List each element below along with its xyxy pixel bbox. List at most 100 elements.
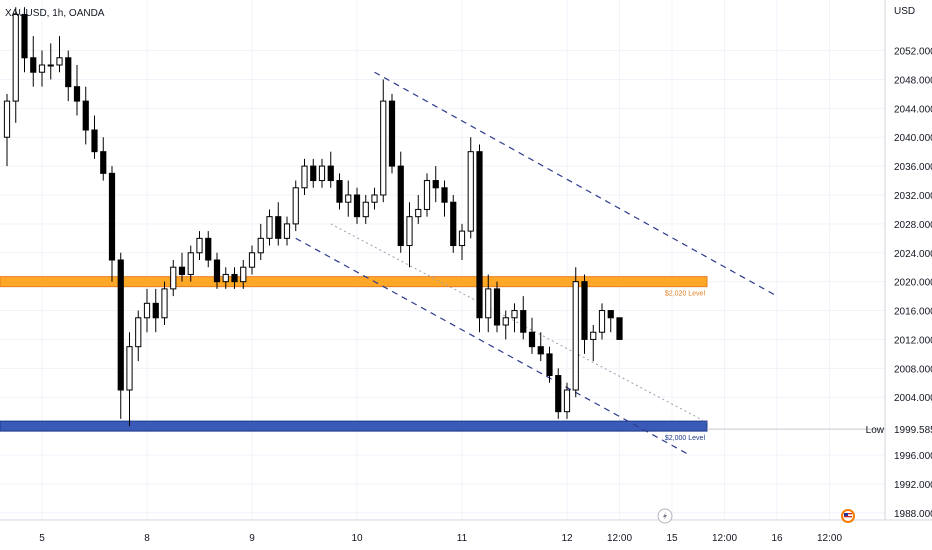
candle-body: [353, 194, 361, 218]
candle: [178, 252, 186, 282]
channel-lower-line: [295, 237, 690, 456]
candle: [485, 274, 492, 333]
candle-body: [126, 346, 133, 391]
candle: [493, 281, 501, 333]
candle-body: [345, 194, 352, 203]
candle-body: [590, 331, 597, 340]
candle: [581, 274, 588, 354]
candle: [555, 368, 562, 419]
candle: [502, 310, 509, 340]
candle-body: [56, 57, 63, 66]
time-axis[interactable]: 5 8 9 10 11 12 12:00 15 12:00 16 12:00: [39, 533, 842, 544]
candle: [117, 252, 124, 419]
candle-body: [563, 389, 571, 413]
price-tick-label: 1988.000: [894, 509, 932, 520]
candle-body: [555, 375, 562, 413]
candle-body: [266, 216, 273, 239]
candle: [143, 288, 151, 333]
candle-body: [520, 310, 527, 333]
candle: [12, 7, 19, 123]
candle: [406, 202, 413, 268]
low-price-tick-label: 1999.585: [894, 425, 932, 436]
candle-body: [222, 273, 229, 283]
candle-body: [73, 86, 81, 102]
candle: [318, 158, 326, 188]
price-tick-label: 2048.000: [894, 75, 932, 86]
candle: [108, 166, 116, 282]
candle: [388, 93, 396, 174]
time-tick-label: 11: [457, 533, 468, 544]
currency-label: USD: [894, 6, 915, 17]
time-tick-label: 12:00: [817, 533, 842, 544]
candle: [38, 50, 46, 87]
candle-body: [406, 216, 413, 247]
candle: [21, 7, 28, 73]
candle: [590, 325, 597, 362]
price-tick-label: 2032.000: [894, 191, 932, 202]
candle-body: [616, 317, 623, 340]
level-labels: $2,020 Level $2,000 Level Low: [665, 291, 885, 442]
grid-lines: [0, 0, 885, 520]
candle: [187, 245, 194, 282]
us-flag-icon[interactable]: [841, 509, 855, 523]
candle: [511, 303, 518, 333]
candle: [423, 173, 431, 217]
candle: [170, 260, 177, 297]
candle-body: [38, 64, 46, 73]
candle-body: [275, 216, 282, 239]
candle: [616, 317, 623, 340]
channel-mid-line: [330, 223, 708, 423]
time-tick-label: 5: [39, 533, 45, 544]
time-tick-label: 12: [561, 533, 573, 544]
candle-body: [423, 180, 431, 210]
price-axis[interactable]: 2052.000 2048.000 2044.000 2040.000 2036.000…: [894, 47, 932, 520]
candle: [100, 137, 107, 181]
trend-channel: [295, 71, 778, 456]
level-label-2020: $2,020 Level: [665, 291, 706, 298]
candle-body: [441, 187, 448, 203]
candle-body: [161, 288, 168, 319]
candle-body: [380, 100, 387, 196]
candle-body: [213, 259, 221, 283]
price-tick-label: 2016.000: [894, 307, 932, 318]
lightning-icon[interactable]: [657, 508, 673, 524]
candle-body: [257, 237, 264, 254]
candle: [196, 231, 203, 260]
candle-body: [292, 187, 299, 225]
candle-body: [170, 266, 177, 290]
price-tick-label: 1996.000: [894, 451, 932, 462]
candle-body: [415, 208, 422, 218]
candle-body: [598, 310, 606, 333]
candle: [283, 216, 291, 246]
candle: [257, 223, 264, 260]
candle: [310, 158, 317, 188]
price-tick-label: 2020.000: [894, 278, 932, 289]
candle: [73, 65, 81, 116]
candle: [336, 173, 343, 210]
candle-body: [310, 165, 317, 182]
candle: [266, 209, 273, 246]
candle-body: [205, 237, 212, 261]
candle-body: [458, 230, 466, 247]
candle-body: [135, 317, 142, 348]
candle: [467, 137, 474, 239]
candle: [126, 332, 133, 427]
candle: [598, 303, 606, 340]
price-tick-label: 2028.000: [894, 220, 932, 231]
candle-body: [581, 281, 588, 340]
candle-body: [117, 259, 124, 391]
candle-body: [3, 100, 11, 138]
candle-body: [65, 57, 72, 88]
candle: [91, 115, 98, 159]
candle: [362, 195, 369, 224]
candlestick-series: [3, 7, 623, 427]
candle: [380, 79, 387, 203]
candle-body: [397, 165, 404, 247]
candle: [546, 346, 553, 383]
candle-body: [388, 100, 396, 167]
price-levels: [0, 276, 885, 432]
candle: [537, 332, 544, 362]
candle: [607, 310, 614, 333]
candle: [213, 252, 221, 289]
